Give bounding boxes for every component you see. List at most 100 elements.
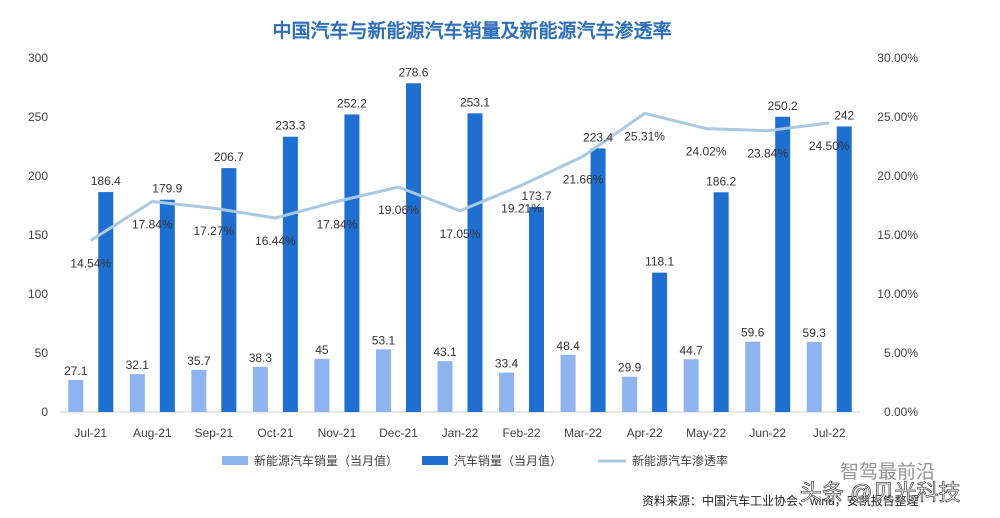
bar-total-sales bbox=[221, 168, 237, 412]
bar-total-sales bbox=[590, 148, 606, 412]
x-tick-label: Jul-21 bbox=[74, 426, 107, 440]
x-tick-label: Apr-22 bbox=[627, 426, 663, 440]
data-label-nev-sales: 27.1 bbox=[64, 364, 88, 378]
bar-total-sales bbox=[836, 126, 852, 412]
y-right-tick-label: 15.00% bbox=[877, 228, 918, 242]
data-label-penetration: 19.21% bbox=[501, 201, 542, 215]
bar-total-sales bbox=[467, 113, 483, 412]
legend-swatch bbox=[222, 456, 248, 465]
y-right-tick-label: 20.00% bbox=[877, 169, 918, 183]
data-label-total-sales: 186.2 bbox=[706, 174, 736, 188]
bar-nev-sales bbox=[314, 358, 330, 412]
data-label-nev-sales: 48.4 bbox=[556, 339, 580, 353]
penetration-line bbox=[89, 111, 830, 242]
data-label-penetration: 17.84% bbox=[132, 217, 173, 231]
bar-nev-sales bbox=[252, 366, 268, 412]
data-label-total-sales: 206.7 bbox=[214, 150, 244, 164]
data-label-nev-sales: 35.7 bbox=[187, 354, 211, 368]
bar-nev-sales bbox=[622, 376, 638, 412]
bar-nev-sales bbox=[806, 342, 822, 412]
x-tick-label: Aug-21 bbox=[133, 426, 172, 440]
y-left-tick-label: 150 bbox=[28, 228, 48, 242]
watermark-wechat: 智驾最前沿 bbox=[840, 461, 935, 483]
data-label-penetration: 17.27% bbox=[193, 224, 234, 238]
bar-nev-sales bbox=[745, 341, 761, 412]
y-left-tick-label: 0 bbox=[41, 405, 48, 419]
bar-nev-sales bbox=[68, 380, 84, 412]
data-label-total-sales: 223.4 bbox=[583, 130, 613, 144]
data-label-penetration: 23.84% bbox=[747, 147, 788, 161]
data-label-penetration: 17.05% bbox=[440, 227, 481, 241]
bar-total-sales bbox=[713, 192, 729, 412]
legend-label: 汽车销量（当月值） bbox=[454, 453, 562, 468]
bar-total-sales bbox=[529, 207, 545, 412]
penetration-line-path bbox=[89, 111, 830, 242]
data-label-nev-sales: 38.3 bbox=[249, 351, 273, 365]
data-label-total-sales: 242 bbox=[834, 108, 854, 122]
bar-total-sales bbox=[282, 136, 298, 412]
x-tick-label: Jul-22 bbox=[813, 426, 846, 440]
data-labels: 27.1 186.4 32.1 179.9 35.7 206.7 38.3 233.3 45 25… bbox=[64, 65, 854, 378]
data-label-nev-sales: 45 bbox=[315, 343, 329, 357]
x-tick-label: Sep-21 bbox=[194, 426, 233, 440]
bar-total-sales bbox=[652, 272, 668, 412]
axes: 0 50 100 150 200 250 300 0.00% 5.00% 10.00% 15.00%… bbox=[28, 51, 918, 440]
legend-label: 新能源汽车渗透率 bbox=[632, 453, 728, 468]
y-left-tick-label: 100 bbox=[28, 287, 48, 301]
bar-nev-sales bbox=[375, 349, 391, 412]
bar-nev-sales bbox=[191, 369, 207, 412]
data-label-nev-sales: 59.6 bbox=[741, 326, 765, 340]
data-label-total-sales: 173.7 bbox=[522, 189, 552, 203]
bar-nev-sales bbox=[560, 354, 576, 412]
x-tick-label: Nov-21 bbox=[318, 426, 357, 440]
bar-total-sales bbox=[344, 114, 360, 413]
watermark-toutiao: 头条 @贝光科技 bbox=[800, 480, 960, 505]
data-label-nev-sales: 43.1 bbox=[433, 345, 457, 359]
data-label-nev-sales: 53.1 bbox=[372, 333, 396, 347]
data-label-nev-sales: 44.7 bbox=[679, 343, 703, 357]
bar-total-sales bbox=[405, 83, 421, 412]
data-label-penetration: 24.02% bbox=[686, 145, 727, 159]
bars bbox=[68, 83, 852, 413]
x-tick-label: Jun-22 bbox=[749, 426, 786, 440]
bar-total-sales bbox=[98, 192, 114, 412]
data-label-penetration: 14.54% bbox=[70, 256, 111, 270]
y-right-tick-label: 30.00% bbox=[877, 51, 918, 65]
data-label-total-sales: 233.3 bbox=[275, 119, 305, 133]
data-label-penetration: 25.31% bbox=[624, 129, 665, 143]
y-left-tick-label: 200 bbox=[28, 169, 48, 183]
legend-swatch bbox=[422, 456, 448, 465]
chart-title: 中国汽车与新能源汽车销量及新能源汽车渗透率 bbox=[272, 19, 671, 42]
x-tick-label: Oct-21 bbox=[257, 426, 293, 440]
legend: 新能源汽车销量（当月值） 汽车销量（当月值） 新能源汽车渗透率 bbox=[222, 453, 728, 468]
y-left-tick-label: 50 bbox=[35, 346, 49, 360]
x-tick-label: Dec-21 bbox=[379, 426, 418, 440]
data-label-total-sales: 250.2 bbox=[768, 99, 798, 113]
x-tick-label: Jan-22 bbox=[442, 426, 479, 440]
data-label-nev-sales: 32.1 bbox=[126, 358, 150, 372]
data-label-total-sales: 186.4 bbox=[91, 174, 121, 188]
bar-nev-sales bbox=[437, 361, 453, 412]
data-label-nev-sales: 29.9 bbox=[618, 361, 642, 375]
y-right-tick-label: 0.00% bbox=[884, 405, 918, 419]
y-right-tick-label: 5.00% bbox=[884, 346, 918, 360]
data-label-total-sales: 252.2 bbox=[337, 96, 367, 110]
source-note: 资料来源：中国汽车工业协会、wind，安凯报告整理 bbox=[642, 493, 919, 508]
data-label-nev-sales: 59.3 bbox=[803, 326, 827, 340]
data-label-total-sales: 278.6 bbox=[398, 65, 428, 79]
x-tick-label: Mar-22 bbox=[564, 426, 602, 440]
x-tick-label: May-22 bbox=[686, 426, 726, 440]
data-label-total-sales: 179.9 bbox=[152, 182, 182, 196]
bar-nev-sales bbox=[683, 359, 699, 412]
data-label-penetration: 16.44% bbox=[255, 234, 296, 248]
bar-nev-sales bbox=[499, 372, 515, 412]
data-label-penetration: 19.06% bbox=[378, 203, 419, 217]
y-right-tick-label: 10.00% bbox=[877, 287, 918, 301]
data-label-total-sales: 118.1 bbox=[645, 255, 674, 269]
x-tick-label: Feb-22 bbox=[503, 426, 541, 440]
bar-nev-sales bbox=[129, 374, 145, 412]
data-label-penetration: 21.66% bbox=[563, 172, 604, 186]
data-label-penetration: 17.84% bbox=[317, 217, 358, 231]
data-label-total-sales: 253.1 bbox=[460, 95, 490, 109]
